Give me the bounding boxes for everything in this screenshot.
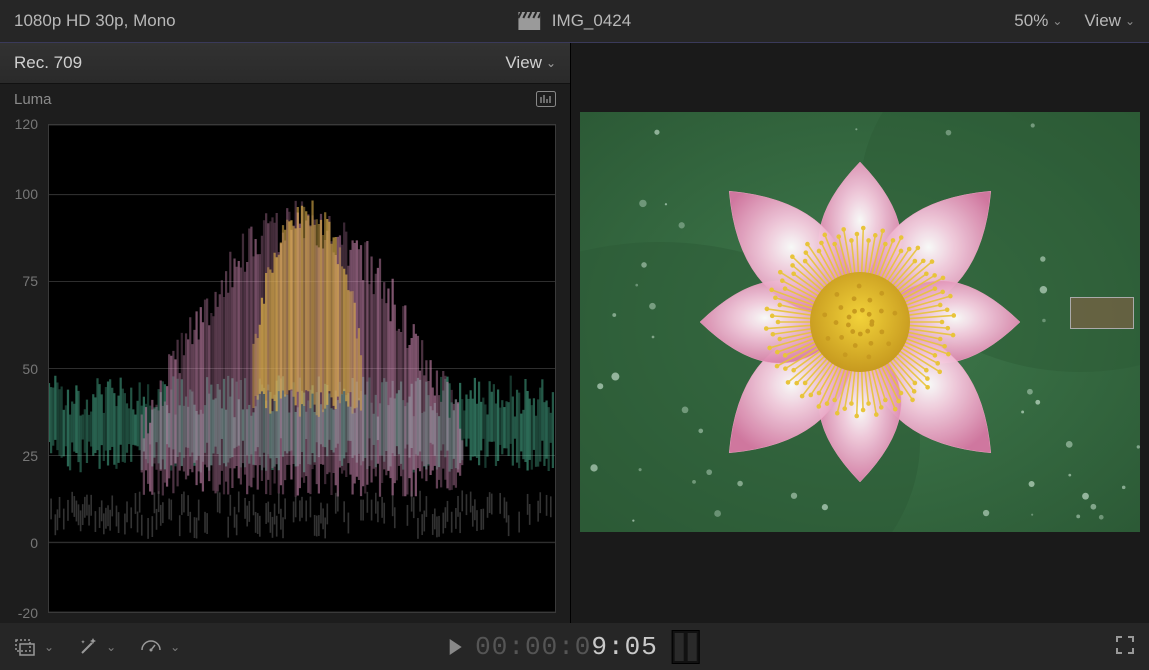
- chevron-down-icon: ⌄: [44, 640, 54, 654]
- video-scopes-panel: Rec. 709 View ⌄ Luma -20025507510012: [0, 43, 571, 623]
- zoom-level-label: 50%: [1014, 11, 1048, 31]
- main-content: Rec. 709 View ⌄ Luma -20025507510012: [0, 42, 1149, 623]
- chevron-down-icon: ⌄: [546, 56, 556, 70]
- chevron-down-icon: ⌄: [170, 640, 180, 654]
- view-menu-dropdown[interactable]: View ⌄: [1084, 11, 1135, 31]
- audio-meter: [672, 630, 700, 664]
- timecode-display[interactable]: 00:00:09:05: [475, 632, 658, 662]
- transport-bar: ⌄ ⌄ ⌄ 00:00:09:05: [0, 623, 1149, 670]
- scope-subheader: Luma: [0, 84, 570, 114]
- y-tick-label: 25: [22, 448, 38, 464]
- waveform-display: [48, 124, 556, 613]
- waveform-y-axis: -200255075100120: [0, 124, 44, 613]
- scope-header: Rec. 709 View ⌄: [0, 43, 570, 84]
- chevron-down-icon: ⌄: [106, 640, 116, 654]
- view-menu-label: View: [1084, 11, 1121, 31]
- clip-title-group: IMG_0424: [518, 11, 631, 31]
- selection-cursor[interactable]: [1070, 297, 1134, 329]
- chevron-down-icon: ⌄: [1052, 14, 1062, 28]
- enhance-tool-button[interactable]: ⌄: [78, 637, 116, 657]
- y-tick-label: 0: [30, 535, 38, 551]
- transform-tool-button[interactable]: ⌄: [14, 638, 54, 656]
- play-button[interactable]: [449, 639, 461, 655]
- preview-image: [580, 112, 1140, 532]
- colorspace-label: Rec. 709: [14, 53, 82, 73]
- clip-name-label: IMG_0424: [552, 11, 631, 31]
- y-tick-label: 50: [22, 361, 38, 377]
- fullscreen-button[interactable]: [1115, 635, 1135, 659]
- video-viewer[interactable]: [571, 43, 1149, 623]
- scope-view-label: View: [505, 53, 542, 73]
- y-tick-label: -20: [18, 605, 38, 621]
- scope-mode-label: Luma: [14, 91, 52, 108]
- zoom-level-dropdown[interactable]: 50% ⌄: [1014, 11, 1062, 31]
- chevron-down-icon: ⌄: [1125, 14, 1135, 28]
- viewer-frame: [580, 112, 1140, 532]
- top-toolbar: 1080p HD 30p, Mono IMG_0424 50% ⌄ View ⌄: [0, 0, 1149, 42]
- y-tick-label: 100: [15, 186, 38, 202]
- video-format-label: 1080p HD 30p, Mono: [14, 11, 176, 31]
- clapperboard-icon: [518, 12, 540, 30]
- waveform-scope-body: -20 0 25 50 75 100 120: [0, 114, 570, 623]
- retime-tool-button[interactable]: ⌄: [140, 638, 180, 656]
- playback-controls: 00:00:09:05: [449, 630, 700, 664]
- timecode-dim: 00:00:0: [475, 632, 591, 662]
- timecode-lit: 9:05: [591, 632, 657, 662]
- scope-view-dropdown[interactable]: View ⌄: [505, 53, 556, 73]
- scope-settings-icon[interactable]: [536, 91, 556, 107]
- y-tick-label: 75: [22, 273, 38, 289]
- y-tick-label: 120: [15, 116, 38, 132]
